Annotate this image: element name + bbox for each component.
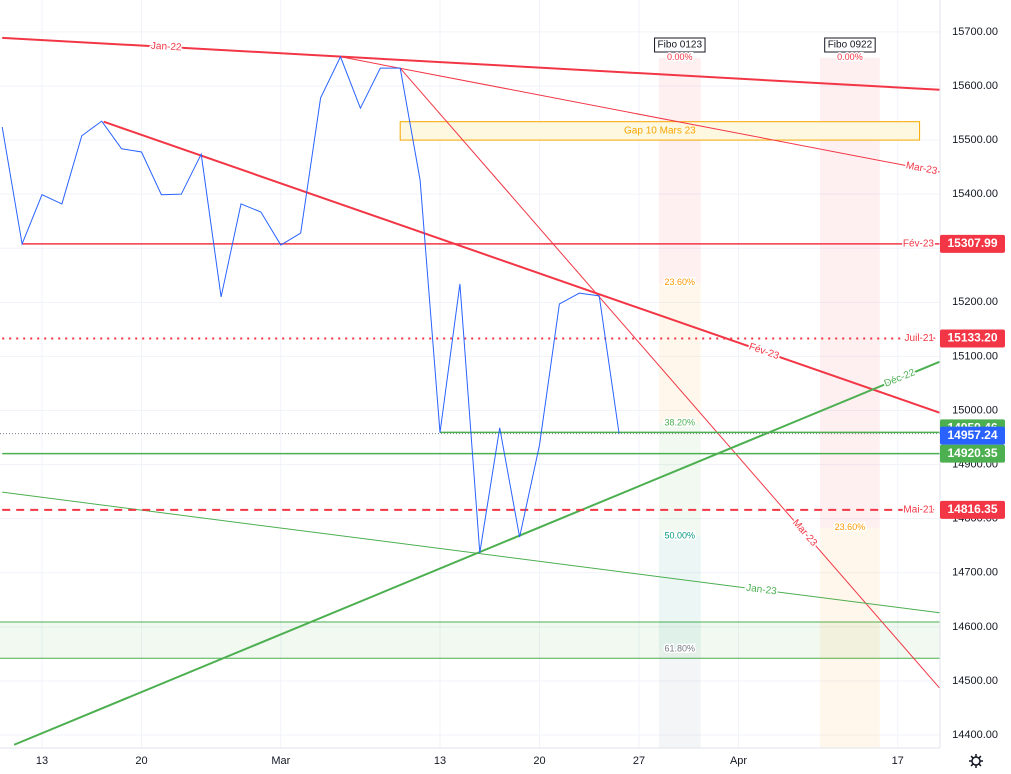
price-line xyxy=(1,55,620,553)
fib-title: Fibo 0922 xyxy=(828,40,873,51)
x-tick-label: 13 xyxy=(36,755,48,767)
x-tick-label: Mar xyxy=(271,755,290,767)
fib-level-label: 23.60% xyxy=(665,277,696,287)
trendline-label: Jan-22 xyxy=(151,41,183,54)
trendline-label: Déc-22 xyxy=(883,367,917,390)
y-tick-label: 15100.00 xyxy=(952,350,998,362)
price-level-box xyxy=(940,500,1005,519)
gear-tooth xyxy=(970,763,974,767)
y-tick-label: 14600.00 xyxy=(952,621,998,633)
price-level-box-text: 14920.35 xyxy=(947,446,997,460)
y-tick-label: 14700.00 xyxy=(952,567,998,579)
y-tick-label: 15200.00 xyxy=(952,296,998,308)
y-tick-label: 15500.00 xyxy=(952,134,998,146)
fib-level-label: 23.60% xyxy=(835,522,866,532)
level-name: Mai-21 xyxy=(903,504,934,515)
fib-level-label: 0.00% xyxy=(667,52,693,62)
price-axis-bg xyxy=(940,0,1011,774)
y-tick-label: 15400.00 xyxy=(952,188,998,200)
level-name: Fév-23 xyxy=(903,239,935,250)
zone xyxy=(0,621,940,659)
x-tick-label: 17 xyxy=(892,755,904,767)
fib-band xyxy=(658,422,701,536)
trendline-label: Mar-23 xyxy=(905,160,939,177)
price-level-box xyxy=(940,234,1005,253)
fib-level-label: 0.00% xyxy=(837,52,863,62)
trendline-label: Jan-23 xyxy=(746,583,778,598)
price-level-box-text: 15307.99 xyxy=(947,236,997,250)
fib-level-label: 38.20% xyxy=(665,417,696,427)
fib-band xyxy=(658,282,701,423)
gap-box xyxy=(399,121,921,141)
trendline xyxy=(340,56,940,173)
gear-tooth xyxy=(970,755,974,759)
price-level-box xyxy=(940,329,1005,348)
fib-level-label: 61.80% xyxy=(665,643,696,653)
y-tick-label: 15700.00 xyxy=(952,26,998,38)
fib-level-label: 50.00% xyxy=(665,530,696,540)
price-level-box-text: 15133.20 xyxy=(947,331,997,345)
trendline xyxy=(103,120,940,414)
y-tick-label: 15000.00 xyxy=(952,404,998,416)
x-tick-label: 27 xyxy=(633,755,645,767)
y-tick-label: 14500.00 xyxy=(952,675,998,687)
x-tick-label: 13 xyxy=(434,755,446,767)
price-level-box-text: 14816.35 xyxy=(947,502,997,516)
trendline-label: Fév-23 xyxy=(747,341,780,362)
fib-band xyxy=(658,649,701,748)
gear-tooth xyxy=(978,763,982,767)
x-tick-label: 20 xyxy=(135,755,147,767)
trendline xyxy=(2,491,940,614)
gap-label: Gap 10 Mars 23 xyxy=(624,126,696,137)
trendline xyxy=(399,67,940,689)
time-axis-bg xyxy=(0,748,1011,774)
trendline xyxy=(2,36,940,91)
fib-title-box xyxy=(824,37,876,53)
gear-ring xyxy=(971,756,981,766)
y-tick-label: 14400.00 xyxy=(952,729,998,741)
last-price-box-text: 14957.24 xyxy=(947,428,997,442)
fib-band xyxy=(658,57,701,283)
last-price-box xyxy=(940,426,1005,445)
trendline-label: Mar-23 xyxy=(790,518,819,549)
fib-band xyxy=(820,527,880,748)
y-tick-label: 15600.00 xyxy=(952,80,998,92)
settings-icon[interactable] xyxy=(969,754,983,768)
level-name: Juil-21 xyxy=(905,333,935,344)
x-tick-label: 20 xyxy=(533,755,545,767)
gear-tooth xyxy=(978,755,982,759)
x-tick-label: Apr xyxy=(730,755,747,767)
fib-band xyxy=(658,535,701,650)
price-level-box xyxy=(940,444,1005,463)
fib-title-box xyxy=(654,37,706,53)
fib-title: Fibo 0123 xyxy=(658,40,703,51)
